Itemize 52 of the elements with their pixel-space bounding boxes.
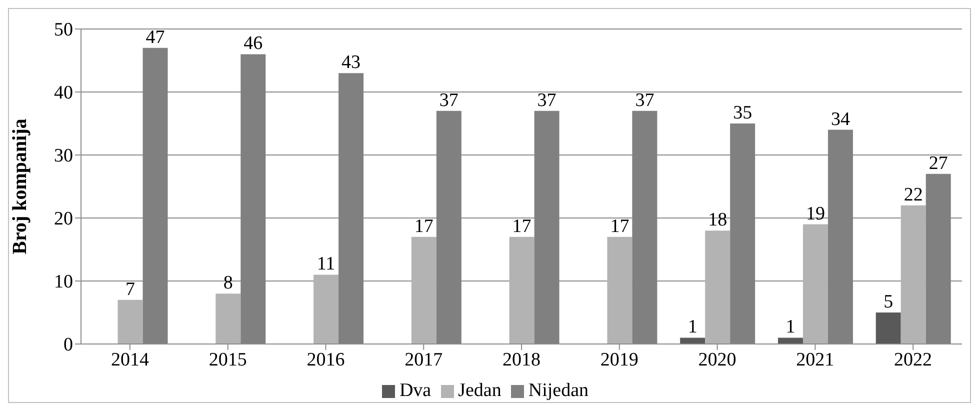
bar [900, 205, 926, 344]
data-label: 1 [688, 316, 698, 338]
x-tick-label: 2016 [306, 349, 345, 370]
data-label: 5 [884, 292, 894, 312]
x-tick-label: 2020 [698, 349, 736, 370]
data-label: 17 [610, 216, 630, 237]
data-label: 11 [316, 254, 336, 275]
data-label: 46 [244, 33, 263, 54]
legend-label: Nijedan [528, 380, 589, 401]
bar [778, 338, 803, 344]
data-label: 8 [223, 272, 233, 294]
y-tick-label: 10 [54, 272, 73, 293]
x-tick-label: 2022 [894, 349, 932, 370]
y-tick-label: 40 [54, 82, 73, 104]
data-label: 1 [786, 316, 796, 338]
x-tick-label: 2014 [110, 349, 150, 370]
data-label: 27 [928, 152, 948, 174]
data-label: 37 [537, 90, 556, 111]
bar [876, 312, 901, 344]
data-label: 17 [512, 216, 532, 237]
data-label: 7 [125, 278, 135, 300]
bar [118, 300, 143, 344]
data-label: 18 [708, 210, 728, 231]
data-label: 34 [830, 108, 850, 130]
bar [607, 236, 632, 344]
data-label: 35 [733, 102, 752, 124]
bar [216, 294, 241, 344]
y-tick-label: 20 [54, 208, 73, 230]
data-label: 43 [342, 52, 361, 74]
data-label: 22 [904, 184, 923, 206]
y-axis-title: Broj kompanija [9, 118, 32, 254]
data-label: 47 [146, 26, 165, 48]
data-label: 19 [806, 203, 825, 224]
x-tick-label: 2018 [502, 349, 540, 370]
bar [705, 230, 730, 344]
y-tick-label: 50 [54, 20, 73, 41]
y-tick-label: 0 [64, 334, 73, 356]
x-tick-label: 2021 [796, 349, 834, 370]
data-label: 17 [414, 216, 434, 237]
bar [802, 224, 828, 344]
x-tick-label: 2019 [600, 349, 638, 370]
bar [509, 236, 534, 344]
bar [680, 338, 706, 344]
data-label: 37 [635, 90, 654, 111]
legend-label: Jedan [458, 380, 502, 401]
y-tick-label: 30 [54, 146, 73, 167]
data-label: 37 [439, 90, 458, 111]
x-tick-label: 2017 [404, 349, 443, 370]
bar [314, 274, 339, 344]
bar [411, 236, 436, 344]
legend-label: Dva [399, 380, 432, 401]
x-tick-label: 2015 [208, 349, 247, 370]
